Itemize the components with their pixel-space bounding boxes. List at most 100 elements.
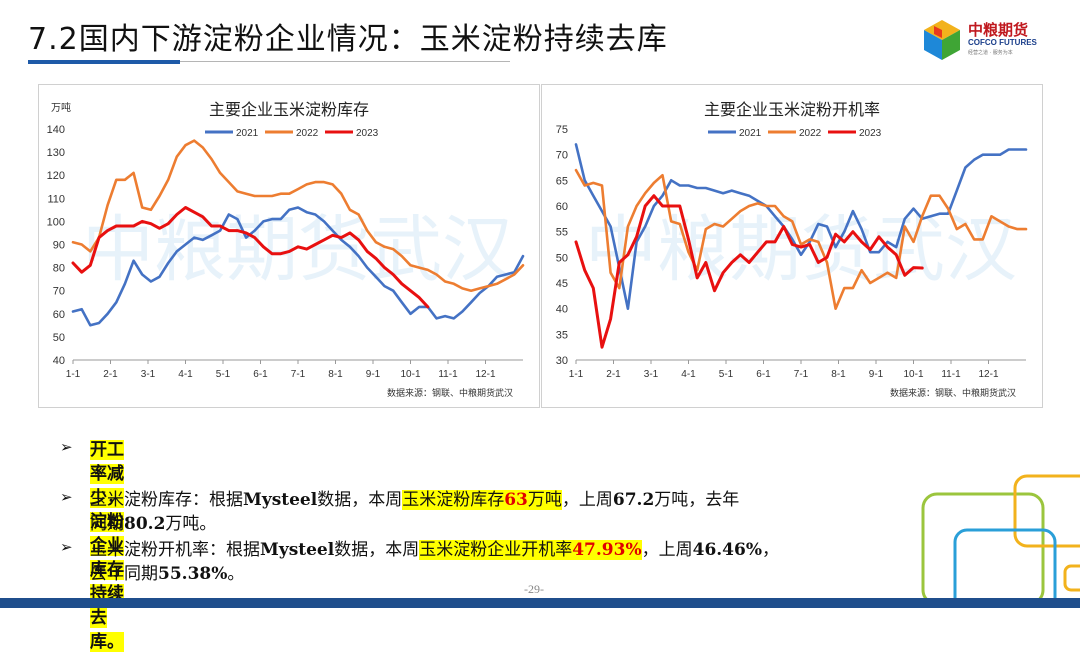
inventory-brand: Mysteel — [243, 490, 318, 510]
x-tick-label: 3-1 — [141, 369, 156, 380]
series-line-2021 — [71, 206, 525, 327]
y-tick-label: 100 — [47, 216, 65, 228]
page-title: 7.2国内下游淀粉企业情况：玉米淀粉持续去库 — [28, 22, 668, 57]
inventory-line2-pre: 同期 — [90, 514, 124, 534]
y-tick-label: 120 — [47, 170, 65, 182]
legend-label-2023: 2023 — [859, 128, 882, 139]
rate-line2-post: 。 — [227, 564, 245, 584]
x-tick-label: 5-1 — [216, 369, 231, 380]
decorative-frames — [921, 474, 1080, 598]
rate-this-week: 47.93% — [572, 540, 642, 560]
y-tick-label: 75 — [556, 124, 568, 136]
y-tick-label: 65 — [556, 175, 568, 187]
rate-last-year: 55.38% — [158, 564, 228, 584]
y-tick-label: 45 — [556, 278, 568, 290]
legend-label-2022: 2022 — [296, 128, 319, 139]
inventory-last-year: 80.2 — [124, 514, 166, 534]
x-tick-label: 2-1 — [606, 369, 621, 380]
logo-name-en: COFCO FUTURES — [968, 38, 1037, 47]
bullet-arrow-icon: ➢ — [60, 488, 73, 506]
rate-mid: 数据，本周 — [334, 540, 420, 560]
series-line-2023 — [574, 194, 924, 349]
inventory-last-week: 67.2 — [612, 490, 655, 510]
legend-label-2023: 2023 — [356, 128, 379, 139]
y-tick-label: 60 — [556, 201, 568, 213]
inventory-mid: 数据，本周 — [317, 490, 403, 510]
rate-hl-label: 玉米淀粉企业开机率 — [419, 540, 573, 560]
title-underline-accent — [28, 60, 180, 64]
chart-starch-inventory: 中粮期货武汉 主要企业玉米淀粉库存 万吨 2021 2022 2023 40 50 60 70 80… — [38, 84, 540, 408]
footer-bar — [0, 598, 1080, 608]
series-line-2022 — [71, 139, 525, 292]
x-tick-label: 11-1 — [941, 369, 961, 380]
rate-brand: Mysteel — [260, 540, 335, 560]
x-tick-label: 6-1 — [253, 369, 268, 380]
legend-label-2021: 2021 — [236, 128, 259, 139]
y-tick-label: 90 — [53, 240, 65, 252]
y-tick-label: 140 — [47, 124, 65, 136]
inventory-highlight: 玉米淀粉库存63万吨 — [402, 490, 562, 510]
x-tick-label: 6-1 — [756, 369, 771, 380]
y-tick-label: 70 — [556, 150, 568, 162]
company-logo: 中粮期货 COFCO FUTURES 经营之道 · 服务为本 — [920, 18, 1060, 62]
inventory-unit: 万吨，去年 — [654, 490, 740, 510]
bullet-arrow-icon: ➢ — [60, 538, 73, 556]
y-tick-label: 40 — [53, 355, 65, 367]
x-tick-label: 1-1 — [569, 369, 584, 380]
x-tick-label: 12-1 — [978, 369, 998, 380]
watermark: 中粮期货武汉 — [585, 208, 1017, 292]
chart-source-note: 数据来源：钢联、中粮期货武汉 — [387, 387, 513, 399]
legend-label-2021: 2021 — [739, 128, 762, 139]
x-tick-label: 4-1 — [681, 369, 696, 380]
x-tick-label: 4-1 — [178, 369, 193, 380]
y-tick-label: 130 — [47, 147, 65, 159]
chart-title: 主要企业玉米淀粉库存 — [209, 100, 369, 119]
rate-pre: 玉米淀粉开机率：根据 — [90, 540, 260, 560]
inventory-line2-post: 万吨。 — [165, 514, 217, 534]
x-tick-label: 3-1 — [644, 369, 659, 380]
y-tick-label: 80 — [53, 263, 65, 275]
inventory-post: ，上周 — [561, 490, 613, 510]
y-tick-label: 55 — [556, 227, 568, 239]
logo-cube-icon — [924, 20, 960, 60]
logo-tagline: 经营之道 · 服务为本 — [968, 50, 1013, 56]
x-tick-label: 5-1 — [719, 369, 734, 380]
x-tick-label: 10-1 — [400, 369, 420, 380]
chart-svg: 中粮期货武汉 主要企业玉米淀粉开机率 2021 2022 2023 30 35 40 45 50 5… — [556, 100, 1028, 399]
x-tick-label: 9-1 — [869, 369, 884, 380]
y-tick-label: 110 — [47, 193, 65, 205]
chart-title: 主要企业玉米淀粉开机率 — [704, 100, 880, 119]
rate-highlight: 玉米淀粉企业开机率47.93% — [419, 540, 642, 560]
x-tick-label: 8-1 — [328, 369, 343, 380]
inventory-hl-unit: 万吨 — [527, 490, 562, 510]
series-line-2023 — [71, 206, 430, 309]
x-tick-label: 7-1 — [291, 369, 306, 380]
y-tick-label: 70 — [53, 286, 65, 298]
bullet-arrow-icon: ➢ — [60, 438, 73, 456]
chart-source-note: 数据来源：钢联、中粮期货武汉 — [890, 387, 1016, 399]
rate-last-week: 46.46% — [692, 540, 762, 560]
x-tick-label: 2-1 — [103, 369, 118, 380]
x-tick-label: 1-1 — [66, 369, 81, 380]
page-number: -29- — [524, 582, 544, 596]
logo-name-cn: 中粮期货 — [968, 21, 1029, 39]
series-line-2021 — [574, 143, 1028, 310]
rate-line2-pre: 去年同期 — [90, 564, 158, 584]
inventory-pre: 玉米淀粉库存：根据 — [90, 490, 243, 510]
x-tick-label: 11-1 — [438, 369, 458, 380]
y-tick-label: 50 — [556, 252, 568, 264]
y-tick-label: 40 — [556, 304, 568, 316]
inventory-this-week: 63 — [504, 490, 528, 510]
inventory-hl-label: 玉米淀粉库存 — [402, 490, 505, 510]
legend-label-2022: 2022 — [799, 128, 822, 139]
x-tick-label: 8-1 — [831, 369, 846, 380]
rate-post: ，上周 — [641, 540, 693, 560]
title-underline — [180, 61, 510, 62]
rate-comma: ， — [762, 540, 779, 560]
x-tick-label: 10-1 — [903, 369, 923, 380]
x-tick-label: 7-1 — [794, 369, 809, 380]
y-tick-label: 35 — [556, 329, 568, 341]
x-tick-label: 9-1 — [366, 369, 381, 380]
y-tick-label: 60 — [53, 309, 65, 321]
